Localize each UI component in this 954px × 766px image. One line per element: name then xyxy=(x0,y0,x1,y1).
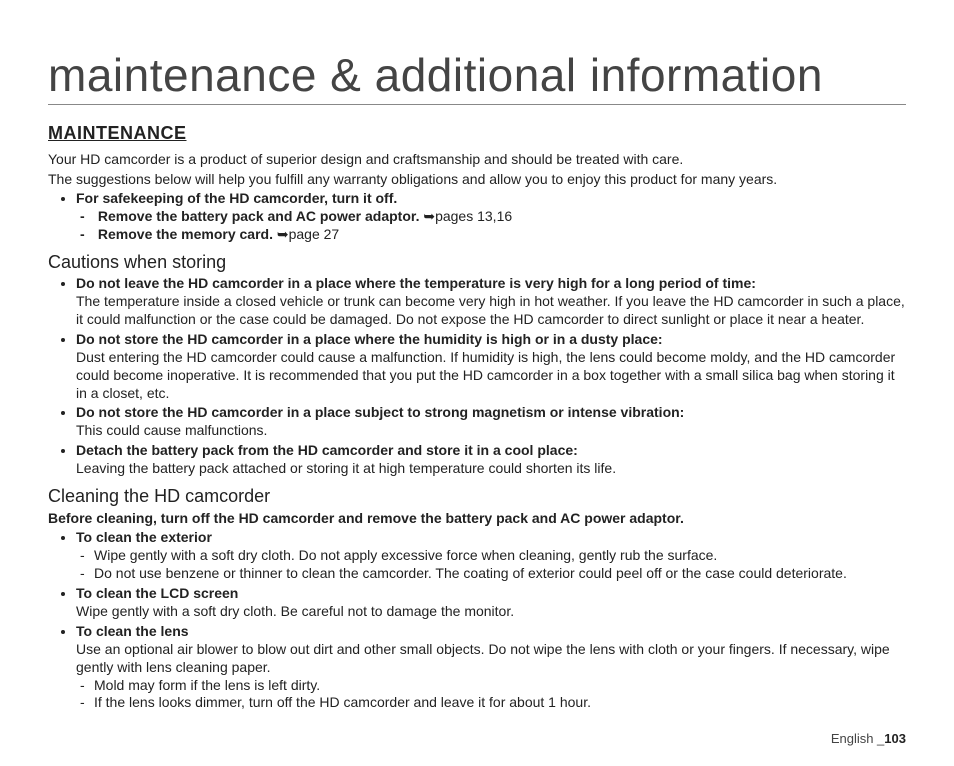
caution-battery-head: Detach the battery pack from the HD camc… xyxy=(76,442,578,458)
caution-magnetism: Do not store the HD camcorder in a place… xyxy=(76,404,906,440)
remove-card-text: Remove the memory card. xyxy=(98,226,277,242)
caution-temp-body: The temperature inside a closed vehicle … xyxy=(76,293,905,327)
cleaning-list: To clean the exterior Wipe gently with a… xyxy=(48,529,906,712)
intro-line-2: The suggestions below will help you fulf… xyxy=(48,170,906,188)
clean-exterior: To clean the exterior Wipe gently with a… xyxy=(76,529,906,583)
clean-lens-head: To clean the lens xyxy=(76,623,189,639)
clean-exterior-sublist: Wipe gently with a soft dry cloth. Do no… xyxy=(76,547,906,583)
caution-battery: Detach the battery pack from the HD camc… xyxy=(76,442,906,478)
caution-humidity-body: Dust entering the HD camcorder could cau… xyxy=(76,349,895,401)
clean-lens-body: Use an optional air blower to blow out d… xyxy=(76,641,890,675)
footer-page-number: 103 xyxy=(884,731,906,746)
clean-lcd-body: Wipe gently with a soft dry cloth. Be ca… xyxy=(76,603,514,619)
caution-temp-head: Do not leave the HD camcorder in a place… xyxy=(76,275,756,291)
safekeeping-item: For safekeeping of the HD camcorder, tur… xyxy=(76,190,906,244)
caution-magnetism-head: Do not store the HD camcorder in a place… xyxy=(76,404,684,420)
footer-language: English _ xyxy=(831,731,884,746)
section-heading-maintenance: MAINTENANCE xyxy=(48,123,906,144)
clean-lens-a: Mold may form if the lens is left dirty. xyxy=(94,677,906,695)
cautions-list: Do not leave the HD camcorder in a place… xyxy=(48,275,906,478)
remove-battery-text: Remove the battery pack and AC power ada… xyxy=(98,208,423,224)
remove-card-ref: ➥page 27 xyxy=(277,226,339,242)
cleaning-heading: Cleaning the HD camcorder xyxy=(48,486,906,507)
clean-exterior-a: Wipe gently with a soft dry cloth. Do no… xyxy=(94,547,906,565)
caution-magnetism-body: This could cause malfunctions. xyxy=(76,422,267,438)
page-footer: English _103 xyxy=(831,731,906,746)
clean-exterior-b: Do not use benzene or thinner to clean t… xyxy=(94,565,906,583)
remove-battery-ref: ➥pages 13,16 xyxy=(423,208,512,224)
clean-lens-sublist: Mold may form if the lens is left dirty.… xyxy=(76,677,906,713)
clean-lens-b: If the lens looks dimmer, turn off the H… xyxy=(94,694,906,712)
clean-lens: To clean the lens Use an optional air bl… xyxy=(76,623,906,713)
safekeeping-text: For safekeeping of the HD camcorder, tur… xyxy=(76,190,397,206)
caution-humidity: Do not store the HD camcorder in a place… xyxy=(76,331,906,403)
remove-card-item: Remove the memory card. ➥page 27 xyxy=(94,226,906,244)
caution-battery-body: Leaving the battery pack attached or sto… xyxy=(76,460,616,476)
clean-lcd: To clean the LCD screen Wipe gently with… xyxy=(76,585,906,621)
caution-humidity-head: Do not store the HD camcorder in a place… xyxy=(76,331,663,347)
caution-temp: Do not leave the HD camcorder in a place… xyxy=(76,275,906,329)
safekeeping-sublist: Remove the battery pack and AC power ada… xyxy=(76,208,906,244)
remove-battery-item: Remove the battery pack and AC power ada… xyxy=(94,208,906,226)
clean-lcd-head: To clean the LCD screen xyxy=(76,585,238,601)
clean-exterior-head: To clean the exterior xyxy=(76,529,212,545)
cleaning-note: Before cleaning, turn off the HD camcord… xyxy=(48,509,906,527)
safekeeping-list: For safekeeping of the HD camcorder, tur… xyxy=(48,190,906,244)
intro-line-1: Your HD camcorder is a product of superi… xyxy=(48,150,906,168)
cautions-heading: Cautions when storing xyxy=(48,252,906,273)
page-title: maintenance & additional information xyxy=(48,48,906,105)
